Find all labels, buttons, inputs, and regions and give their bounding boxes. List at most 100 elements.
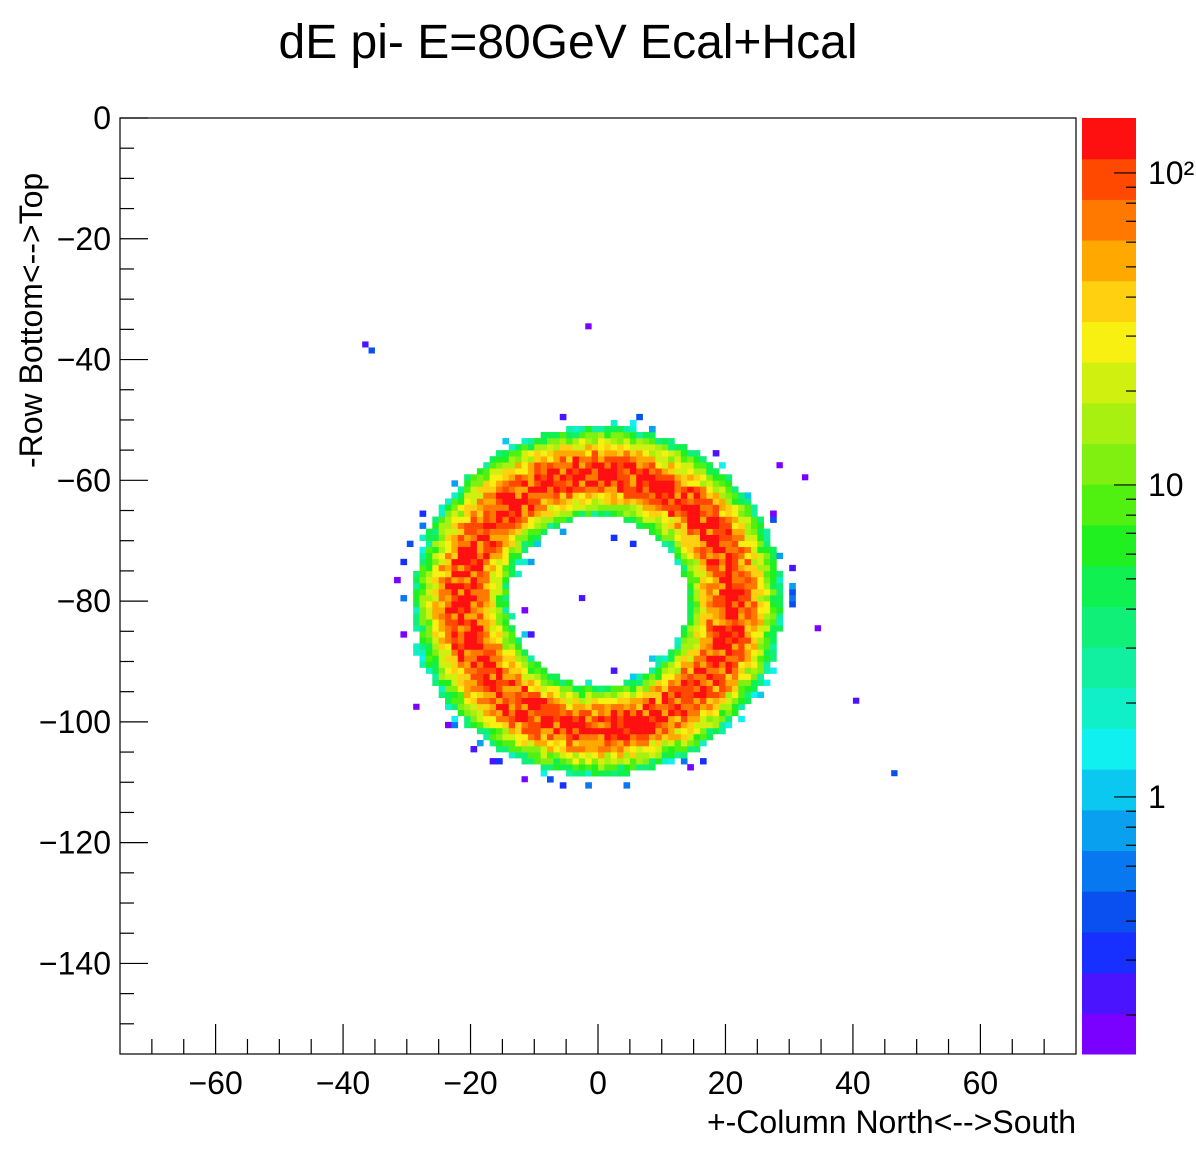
heatmap-cell (617, 764, 624, 771)
heatmap-cell (470, 655, 478, 662)
heatmap-cell (578, 450, 586, 457)
heatmap-cell (540, 510, 548, 517)
heatmap-cell (585, 703, 592, 711)
heatmap-cell (693, 504, 701, 511)
heatmap-cell (527, 685, 535, 692)
heatmap-cell (457, 522, 465, 529)
heatmap-cell (559, 468, 567, 475)
heatmap-cell (489, 643, 497, 650)
heatmap-cell (432, 631, 439, 638)
heatmap-cell (598, 770, 605, 777)
heatmap-cell (489, 649, 497, 656)
heatmap-cell (547, 721, 554, 729)
heatmap-cell (744, 691, 752, 699)
heatmap-cell (496, 462, 503, 469)
heatmap-cell (598, 425, 605, 433)
heatmap-cell (699, 643, 707, 650)
heatmap-cell (687, 637, 694, 644)
heatmap-cell (674, 697, 682, 705)
heatmap-cell (445, 685, 452, 692)
heatmap-cell (693, 510, 701, 517)
heatmap-cell (719, 637, 726, 644)
heatmap-cell (680, 697, 688, 705)
heatmap-cell (712, 703, 720, 711)
heatmap-cell (680, 474, 688, 481)
heatmap-cell (629, 709, 637, 717)
heatmap-cell (642, 522, 650, 529)
heatmap-cell (604, 697, 612, 705)
heatmap-cell (483, 582, 490, 590)
heatmap-cell (451, 643, 459, 650)
heatmap-cell (712, 691, 720, 699)
heatmap-cell (706, 595, 714, 602)
heatmap-cell (496, 643, 503, 650)
heatmap-cell (693, 679, 701, 686)
heatmap-cell (502, 492, 510, 499)
heatmap-cell (400, 595, 408, 602)
heatmap-cell (680, 733, 688, 741)
heatmap-cell (712, 709, 720, 717)
heatmap-cell (591, 462, 599, 469)
heatmap-cell (534, 661, 541, 668)
heatmap-cell (553, 691, 561, 699)
heatmap-cell (598, 432, 605, 439)
heatmap-cell (623, 758, 631, 765)
heatmap-cell (566, 691, 573, 699)
heatmap-cell (712, 486, 720, 493)
heatmap-cell (585, 782, 592, 789)
heatmap-cell (629, 450, 637, 457)
heatmap-cell (591, 746, 599, 753)
heatmap-cell (483, 570, 490, 578)
heatmap-cell (508, 486, 516, 493)
heatmap-cell (508, 643, 516, 650)
heatmap-cell (757, 613, 765, 620)
heatmap-cell (712, 631, 720, 638)
heatmap-cell (699, 552, 707, 560)
heatmap-cell (566, 480, 573, 487)
heatmap-cell (515, 516, 522, 523)
heatmap-cell (744, 522, 752, 529)
heatmap-cell (668, 528, 675, 535)
heatmap-cell (534, 468, 541, 475)
heatmap-cell (470, 570, 478, 578)
heatmap-cell (502, 721, 510, 729)
heatmap-cell (496, 546, 503, 554)
heatmap-cell (470, 589, 478, 596)
heatmap-cell (470, 619, 478, 626)
heatmap-cell (540, 697, 548, 705)
heatmap-cell (508, 564, 516, 572)
heatmap-cell (445, 607, 452, 614)
heatmap-cell (725, 480, 733, 487)
heatmap-cell (521, 739, 529, 747)
heatmap-cell (636, 727, 643, 735)
heatmap-cell (566, 697, 573, 705)
heatmap-cell (496, 667, 503, 674)
heatmap-cell (668, 752, 675, 759)
heatmap-cell (547, 733, 554, 741)
heatmap-cell (464, 703, 471, 711)
heatmap-cell (483, 576, 490, 584)
heatmap-cell (680, 528, 688, 535)
heatmap-cell (585, 764, 592, 771)
heatmap-cell (464, 709, 471, 717)
heatmap-cell (489, 582, 497, 590)
heatmap-cell (744, 498, 752, 505)
heatmap-cell (432, 613, 439, 620)
heatmap-cell (483, 486, 490, 493)
heatmap-cell (642, 444, 650, 451)
heatmap-cell (598, 709, 605, 717)
heatmap-cell (744, 631, 752, 638)
heatmap-cell (483, 601, 490, 608)
heatmap-cell (534, 486, 541, 493)
heatmap-cell (674, 480, 682, 487)
heatmap-cell (483, 564, 490, 572)
heatmap-cell (515, 746, 522, 753)
heatmap-cell (693, 492, 701, 499)
heatmap-cell (578, 432, 586, 439)
heatmap-cell (668, 679, 675, 686)
heatmap-cell (706, 558, 714, 566)
heatmap-cell (598, 444, 605, 451)
heatmap-cell (699, 540, 707, 548)
heatmap-cell (725, 552, 733, 560)
heatmap-cell (515, 570, 522, 578)
